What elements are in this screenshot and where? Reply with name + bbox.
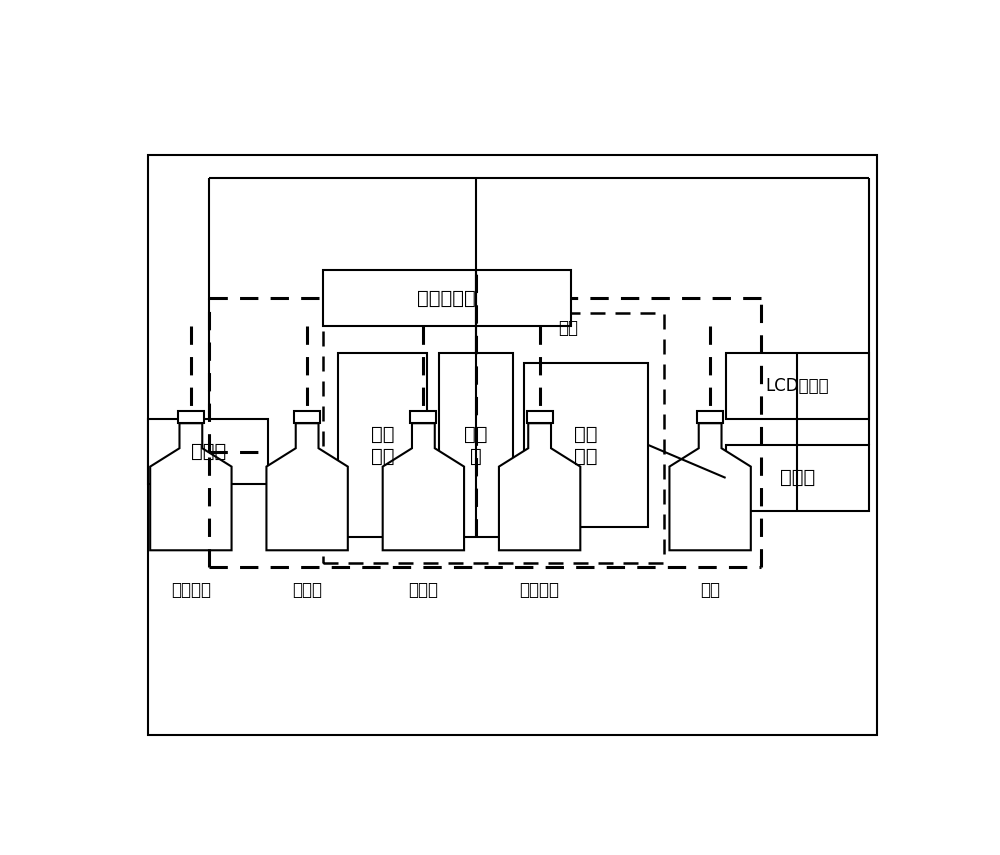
Bar	[294, 411, 320, 423]
Polygon shape	[266, 423, 348, 551]
Bar	[527, 411, 553, 423]
Bar	[410, 411, 436, 423]
Text: 蠕动泵: 蠕动泵	[191, 442, 226, 461]
Text: 蒸馏水: 蒸馏水	[408, 581, 438, 598]
Bar	[524, 363, 648, 528]
Text: 标准
光源: 标准 光源	[371, 424, 394, 465]
Text: 工控机: 工控机	[780, 469, 815, 487]
Polygon shape	[499, 423, 580, 551]
Text: 掩蔽剂: 掩蔽剂	[292, 581, 322, 598]
Bar	[697, 411, 723, 423]
Text: 多通电磁阀: 多通电磁阀	[417, 289, 476, 308]
Text: 废液: 废液	[700, 581, 720, 598]
Bar	[148, 156, 877, 734]
Text: 被测水样: 被测水样	[520, 581, 560, 598]
Text: 工业
相机: 工业 相机	[574, 424, 598, 465]
Text: 纳氏试剂: 纳氏试剂	[171, 581, 211, 598]
Text: 反应
器: 反应 器	[464, 424, 487, 465]
Polygon shape	[150, 423, 232, 551]
Bar	[726, 353, 869, 419]
Bar	[148, 419, 268, 485]
Text: LCD触摸屏: LCD触摸屏	[766, 377, 829, 395]
Bar	[338, 353, 427, 537]
Text: 暗箱: 暗箱	[558, 319, 578, 337]
Bar	[726, 445, 869, 510]
Polygon shape	[383, 423, 464, 551]
Bar	[439, 353, 512, 537]
Bar	[323, 313, 664, 563]
Bar	[323, 270, 571, 327]
Polygon shape	[669, 423, 751, 551]
Bar	[178, 411, 204, 423]
